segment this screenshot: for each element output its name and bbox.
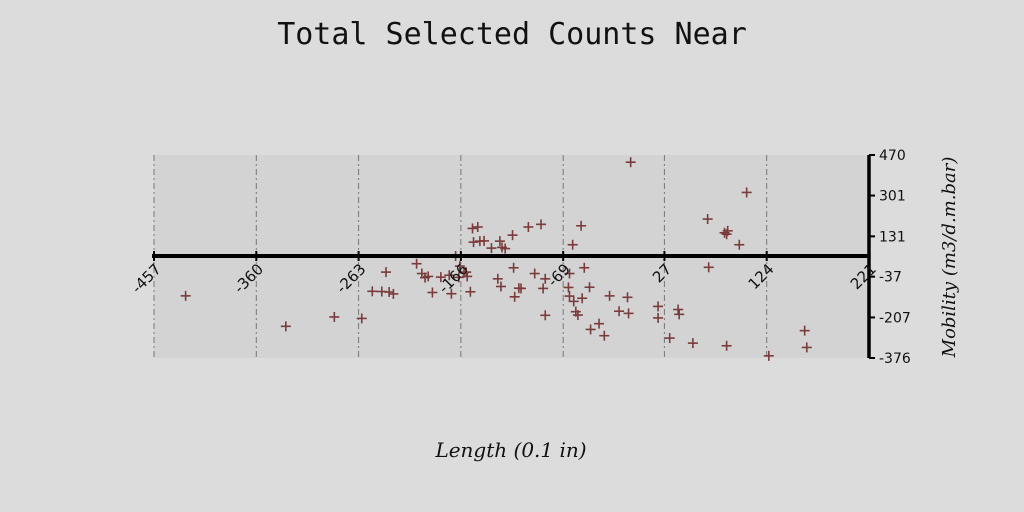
data-point-0-30 xyxy=(492,273,503,284)
data-point-0-52 xyxy=(572,310,583,321)
y-tick-label-0: 470 xyxy=(879,148,906,164)
y-tick-labels: 470 301 131 -37 -207 -376 xyxy=(879,148,911,367)
data-point-0-72 xyxy=(702,214,713,225)
data-point-0-47 xyxy=(563,282,574,293)
data-point-0-28 xyxy=(479,235,490,246)
data-point-0-4 xyxy=(367,286,378,297)
x-axis-label: Length (0.1 in) xyxy=(434,438,586,462)
data-point-0-18 xyxy=(453,272,464,283)
data-points xyxy=(180,157,812,361)
data-point-0-69 xyxy=(674,309,685,320)
data-point-0-62 xyxy=(622,292,633,303)
data-point-0-50 xyxy=(568,296,579,307)
data-point-0-8 xyxy=(388,288,399,299)
data-point-0-77 xyxy=(734,239,745,250)
y-tick-label-4: -207 xyxy=(879,310,911,326)
data-point-0-0 xyxy=(180,290,191,301)
data-point-0-16 xyxy=(446,288,457,299)
data-point-0-21 xyxy=(461,267,472,278)
data-point-0-48 xyxy=(564,291,575,302)
data-point-0-14 xyxy=(435,272,446,283)
data-point-0-56 xyxy=(584,282,595,293)
data-point-0-53 xyxy=(576,220,587,231)
data-point-0-76 xyxy=(721,340,732,351)
data-point-0-29 xyxy=(486,243,497,254)
data-point-0-23 xyxy=(465,286,476,297)
data-point-0-65 xyxy=(653,312,664,323)
data-point-0-43 xyxy=(540,273,551,284)
data-point-0-54 xyxy=(577,293,588,304)
data-point-0-42 xyxy=(536,219,547,230)
data-point-0-67 xyxy=(664,333,675,344)
data-point-0-35 xyxy=(507,230,518,241)
data-point-0-1 xyxy=(280,321,291,332)
data-point-0-80 xyxy=(799,325,810,336)
data-point-0-57 xyxy=(585,324,596,335)
data-point-0-61 xyxy=(614,306,625,317)
data-point-0-40 xyxy=(523,221,534,232)
data-point-0-46 xyxy=(564,268,575,279)
data-point-0-24 xyxy=(467,223,478,234)
data-point-0-66 xyxy=(653,301,664,312)
data-point-0-41 xyxy=(529,268,540,279)
y-tick-label-2: 131 xyxy=(879,229,906,245)
data-point-0-12 xyxy=(423,271,434,282)
y-tick-label-1: 301 xyxy=(879,189,906,205)
data-point-0-49 xyxy=(567,239,578,250)
data-point-0-37 xyxy=(509,291,520,302)
data-point-0-25 xyxy=(468,237,479,248)
data-point-0-13 xyxy=(427,287,438,298)
data-point-0-44 xyxy=(538,283,549,294)
data-point-0-60 xyxy=(604,290,615,301)
data-point-0-2 xyxy=(329,311,340,322)
data-point-0-71 xyxy=(703,262,714,273)
data-point-0-68 xyxy=(673,304,684,315)
data-point-0-7 xyxy=(384,287,395,298)
data-point-0-26 xyxy=(472,221,483,232)
data-point-0-3 xyxy=(356,313,367,324)
data-point-0-55 xyxy=(579,262,590,273)
data-point-0-34 xyxy=(500,243,511,254)
y-axis-label: Mobility (m3/d.m.bar) xyxy=(939,157,960,359)
data-point-0-36 xyxy=(508,262,519,273)
y-tick-label-3: -37 xyxy=(879,270,902,286)
data-point-0-6 xyxy=(381,267,392,278)
data-point-0-58 xyxy=(594,318,605,329)
data-point-0-78 xyxy=(741,187,752,198)
data-point-0-81 xyxy=(801,342,812,353)
chart-title: Total Selected Counts Near xyxy=(277,17,747,52)
data-point-0-64 xyxy=(623,308,634,319)
data-point-0-45 xyxy=(540,310,551,321)
data-point-0-79 xyxy=(763,350,774,361)
data-point-0-75 xyxy=(722,225,733,236)
data-point-0-31 xyxy=(495,281,506,292)
data-point-0-19 xyxy=(454,261,465,272)
data-point-0-22 xyxy=(462,271,473,282)
data-point-0-15 xyxy=(444,270,455,281)
data-point-0-32 xyxy=(494,236,505,247)
data-point-0-63 xyxy=(625,157,636,168)
data-point-0-59 xyxy=(599,330,610,341)
data-point-0-39 xyxy=(515,283,526,294)
axes xyxy=(152,154,875,359)
data-point-0-70 xyxy=(687,338,698,349)
y-tick-label-5: -376 xyxy=(879,351,911,367)
data-point-0-9 xyxy=(411,258,422,269)
